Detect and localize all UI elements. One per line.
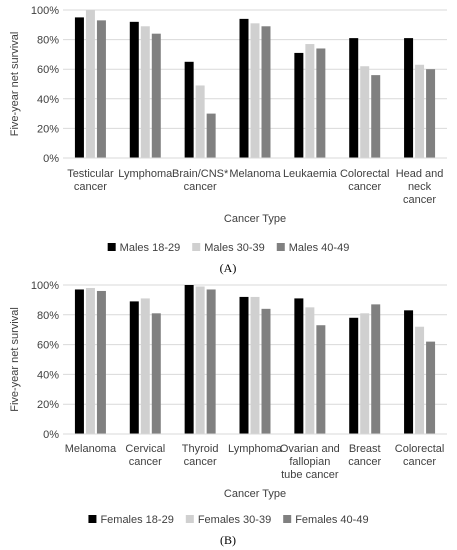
legend-swatch — [276, 243, 285, 251]
legend-swatch — [192, 243, 201, 251]
bar — [349, 317, 359, 434]
x-tick-label: Thyroid cancer — [182, 443, 219, 468]
bar — [74, 17, 84, 159]
bar — [129, 301, 139, 434]
y-tick-label: 100% — [31, 5, 59, 17]
bar — [140, 26, 150, 159]
y-tick-label: 20% — [37, 123, 59, 135]
y-tick-label: 80% — [37, 35, 59, 47]
x-tick-label: Melanoma — [229, 168, 281, 180]
panel-label: (B) — [220, 533, 236, 547]
legend-label: Females 18-29 — [100, 514, 173, 526]
y-axis-title: Five-year net survival — [9, 32, 21, 137]
y-tick-label: 80% — [37, 310, 59, 322]
bar — [85, 10, 95, 158]
x-tick-label: Ovarian and fallopian tube cancer — [280, 443, 340, 481]
legend-swatch — [185, 515, 194, 523]
bar — [140, 298, 150, 434]
x-tick-label: Cervical cancer — [125, 443, 165, 468]
bar — [206, 113, 216, 158]
bar — [415, 326, 425, 434]
x-tick-label: Breast cancer — [348, 443, 381, 468]
bar — [305, 44, 315, 158]
bar — [261, 26, 271, 159]
x-axis-title: Cancer Type — [224, 488, 286, 500]
y-tick-label: 20% — [37, 399, 59, 411]
bar — [96, 20, 106, 158]
y-tick-label: 60% — [37, 340, 59, 352]
bar — [294, 298, 304, 434]
chart-b: 0% 20% 40% 60% 80% 100% Melanoma Cervical cancer… — [9, 280, 447, 547]
bar — [316, 325, 326, 434]
bar — [316, 48, 326, 159]
bar — [360, 313, 370, 434]
legend-label: Males 40-49 — [289, 242, 350, 254]
y-tick-label: 60% — [37, 64, 59, 76]
y-tick-label: 100% — [31, 280, 59, 292]
legend: Females 18-29 Females 30-39 Females 40-49 — [88, 514, 369, 526]
y-axis-title: Five-year net survival — [9, 307, 21, 412]
bar — [250, 296, 260, 434]
y-tick-label: 40% — [37, 94, 59, 106]
x-tick-label: Testicular cancer — [67, 168, 114, 193]
bar — [96, 290, 106, 434]
legend-label: Females 40-49 — [295, 514, 368, 526]
legend-swatch — [107, 243, 116, 251]
bar — [426, 69, 436, 158]
bar — [195, 286, 205, 434]
x-tick-label: Melanoma — [65, 443, 117, 455]
y-tick-label: 40% — [37, 369, 59, 381]
x-tick-label: Leukaemia — [283, 168, 338, 180]
legend-label: Females 30-39 — [198, 514, 271, 526]
bar — [426, 341, 436, 434]
bar — [371, 304, 381, 434]
chart-a: 0% 20% 40% 60% 80% 100% Testicular cancer Lympho… — [9, 5, 447, 275]
legend-swatch — [283, 515, 292, 523]
bar — [239, 18, 249, 158]
bar — [184, 61, 194, 158]
bar — [151, 313, 161, 434]
panel-label: (A) — [220, 261, 237, 275]
bar — [261, 308, 271, 434]
bar — [250, 23, 260, 158]
bar — [360, 66, 370, 158]
bar — [129, 21, 139, 159]
legend: Males 18-29 Males 30-39 Males 40-49 — [107, 242, 350, 254]
y-tick-label: 0% — [43, 429, 59, 441]
legend-label: Males 30-39 — [204, 242, 265, 254]
bar — [74, 289, 84, 434]
bar — [371, 75, 381, 158]
legend-swatch — [88, 515, 97, 523]
bar — [151, 33, 161, 158]
bar — [305, 307, 315, 434]
bar — [85, 287, 95, 434]
bar — [184, 285, 194, 434]
x-tick-label: Colorectal cancer — [340, 168, 390, 193]
bar — [404, 38, 414, 159]
bar — [415, 64, 425, 158]
bar — [239, 296, 249, 434]
y-tick-label: 0% — [43, 153, 59, 165]
bar — [294, 52, 304, 158]
legend-label: Males 18-29 — [120, 242, 181, 254]
x-tick-label: Colorectal cancer — [395, 443, 445, 468]
x-axis-title: Cancer Type — [224, 213, 286, 225]
bar — [349, 38, 359, 159]
x-tick-label: Brain/CNS* cancer — [172, 168, 229, 193]
x-tick-label: Lymphoma — [118, 168, 173, 180]
bar — [195, 85, 205, 158]
x-tick-label: Lymphoma — [228, 443, 283, 455]
bar — [404, 310, 414, 434]
x-tick-label: Head and neck cancer — [396, 168, 444, 206]
bar — [206, 289, 216, 434]
